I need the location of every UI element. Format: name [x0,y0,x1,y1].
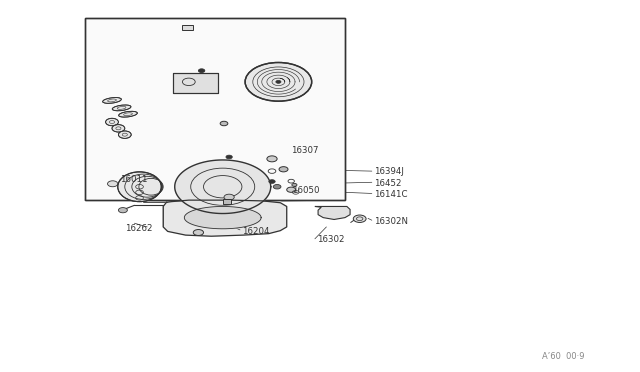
Ellipse shape [118,172,161,202]
Circle shape [108,181,118,187]
Circle shape [198,69,205,73]
Circle shape [292,183,297,186]
Polygon shape [163,200,287,236]
Text: 16452: 16452 [374,179,401,187]
Ellipse shape [118,111,138,117]
Circle shape [220,121,228,126]
Ellipse shape [139,178,163,195]
Ellipse shape [112,105,131,111]
Circle shape [224,194,234,200]
Ellipse shape [132,176,163,197]
Bar [182,25,193,30]
Circle shape [287,187,296,192]
Text: 16307: 16307 [291,146,319,155]
Text: 16141C: 16141C [374,190,407,199]
Bar [173,73,218,93]
Circle shape [267,156,277,162]
Circle shape [245,62,312,101]
Text: 16302N: 16302N [374,217,408,226]
Circle shape [226,155,232,159]
Text: 16262: 16262 [125,224,152,233]
Circle shape [276,80,281,83]
Bar [173,73,218,93]
Ellipse shape [102,97,122,103]
Circle shape [353,215,366,222]
Circle shape [273,185,281,189]
Polygon shape [315,206,350,219]
Circle shape [279,167,288,172]
Circle shape [118,208,127,213]
Circle shape [112,125,125,132]
Text: 16302: 16302 [317,235,344,244]
Bar [223,199,231,204]
Text: 16050: 16050 [292,186,320,195]
Circle shape [193,230,204,235]
Ellipse shape [125,174,162,199]
Polygon shape [184,206,261,229]
Text: 16204: 16204 [242,227,269,236]
Text: A’60  00·9: A’60 00·9 [542,352,584,361]
Bar [85,18,345,200]
Polygon shape [175,160,271,214]
Text: 16011: 16011 [120,175,148,184]
Text: 16394J: 16394J [374,167,404,176]
Circle shape [106,118,118,126]
Circle shape [269,180,275,183]
Bar [85,18,345,200]
Circle shape [118,131,131,138]
